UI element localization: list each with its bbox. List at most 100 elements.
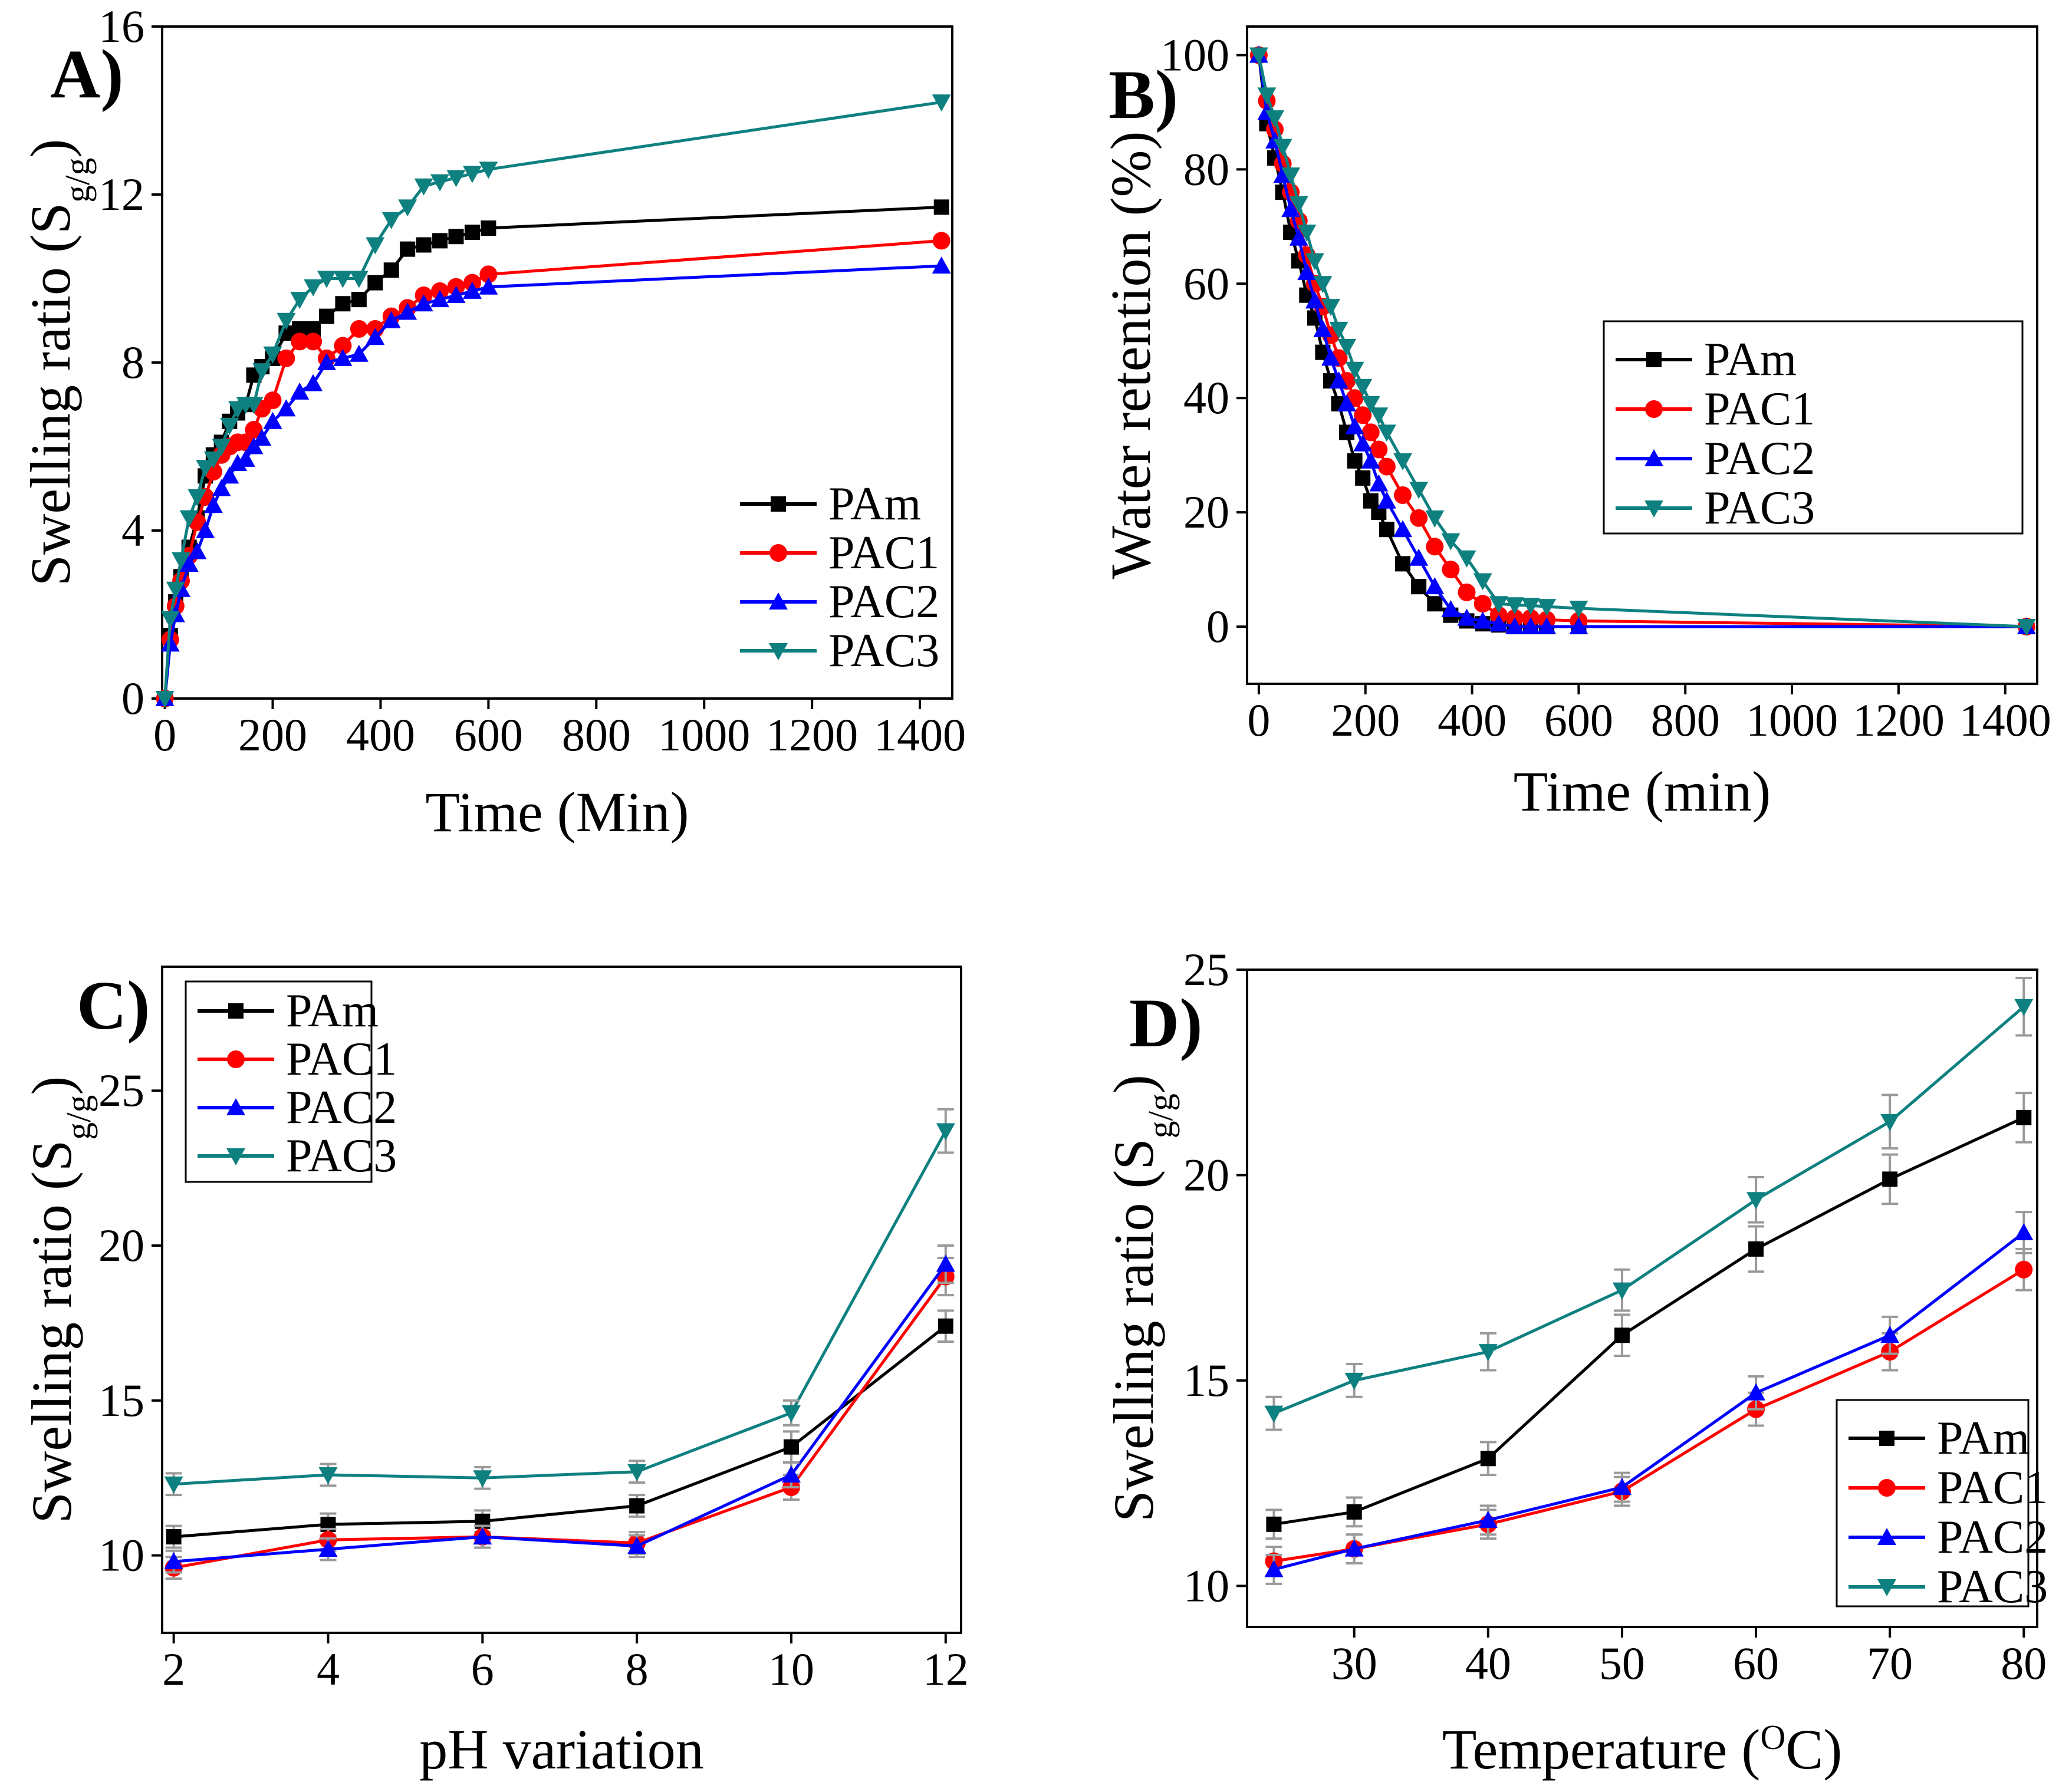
data-point [627, 1536, 647, 1554]
legend-label: PAm [1704, 334, 1797, 386]
data-point [1521, 598, 1541, 615]
data-point [473, 1470, 492, 1488]
data-point [1265, 110, 1285, 128]
data-point [1337, 394, 1357, 411]
data-point [2016, 1109, 2032, 1125]
legend-label: PAC2 [1704, 433, 1815, 485]
data-point [203, 496, 223, 513]
data-point [1473, 595, 1492, 613]
panel-label: C) [77, 967, 150, 1044]
data-point [398, 302, 417, 320]
data-point [164, 1476, 183, 1494]
data-point [291, 332, 309, 351]
y-tick-label: 40 [1183, 372, 1229, 423]
data-point [1377, 424, 1396, 442]
data-point [333, 271, 353, 288]
data-point [1393, 520, 1413, 538]
data-point [1377, 457, 1396, 476]
legend-item-PAC1: PAC1 [1616, 383, 1815, 435]
legend-label: PAC1 [286, 1033, 397, 1085]
data-point [1281, 167, 1301, 185]
data-point [1409, 482, 1429, 499]
data-point [317, 271, 336, 288]
x-tick-label: 200 [238, 709, 307, 760]
legend-label: PAC1 [1937, 1462, 2048, 1514]
data-point [1393, 453, 1413, 470]
legend-label: PAC3 [286, 1130, 397, 1182]
data-point [932, 232, 950, 250]
y-tick-label: 8 [121, 337, 144, 388]
data-point [416, 237, 432, 253]
data-point [1353, 434, 1373, 452]
x-tick-label: 1400 [874, 709, 966, 760]
data-point [1289, 196, 1308, 213]
data-point [366, 237, 385, 255]
data-point [1537, 617, 1557, 635]
y-tick-label: 10 [1183, 1560, 1229, 1611]
x-tick-label: 200 [1331, 694, 1400, 746]
data-point [1273, 139, 1292, 156]
data-point [277, 349, 295, 367]
data-point [446, 286, 466, 303]
data-point [236, 449, 255, 467]
data-point [1457, 550, 1476, 568]
data-point [277, 399, 296, 417]
x-tick-label: 6 [471, 1643, 494, 1695]
data-point [473, 1527, 492, 1545]
x-tick-label: 10 [768, 1643, 814, 1695]
data-point [263, 411, 282, 429]
y-axis-label: Swelling ratio (Sg/g) [19, 139, 97, 587]
x-tick-label: 1200 [1853, 694, 1945, 746]
data-point [317, 353, 336, 370]
legend-frame [1836, 1399, 2030, 1607]
y-tick-label: 16 [98, 1, 144, 52]
data-point [1612, 1478, 1632, 1495]
legend-item-PAC2: PAC2 [1849, 1511, 2048, 1563]
data-point [252, 363, 272, 381]
data-point [335, 296, 351, 312]
data-point [1882, 1171, 1898, 1187]
y-tick-label: 25 [98, 1065, 144, 1116]
y-tick-label: 0 [121, 673, 144, 724]
data-point [1361, 451, 1380, 469]
legend-marker [1644, 449, 1663, 466]
legend-marker [226, 1148, 245, 1165]
data-point [290, 382, 310, 400]
legend-label: PAC1 [828, 527, 939, 579]
data-point [1411, 579, 1427, 595]
y-axis-label: Swelling ratio (Sg/g) [20, 1076, 98, 1524]
data-point [160, 611, 180, 628]
data-point [627, 1464, 647, 1481]
x-tick-label: 2 [162, 1643, 185, 1695]
data-point [936, 1254, 955, 1272]
data-point [1266, 1516, 1282, 1532]
data-point [1612, 1282, 1632, 1300]
data-point [244, 397, 264, 414]
data-point [398, 199, 417, 217]
legend-marker [771, 496, 786, 512]
legend-marker [227, 1050, 245, 1068]
legend-item-PAm: PAm [1616, 334, 1797, 386]
data-point [1344, 1372, 1364, 1390]
data-point [1289, 228, 1308, 246]
data-point [367, 275, 383, 291]
data-point [430, 174, 450, 192]
legend-marker [769, 544, 787, 562]
x-tick-label: 0 [1247, 694, 1270, 746]
data-point [781, 1465, 801, 1483]
legend-frame [1603, 320, 2024, 535]
y-tick-label: 15 [98, 1375, 144, 1426]
series-PAC3 [1249, 47, 2036, 637]
legend-label: PAm [828, 478, 921, 530]
data-point [1458, 583, 1476, 601]
legend-item-PAC1: PAC1 [1849, 1462, 2048, 1514]
data-point [400, 241, 416, 257]
x-tick-label: 1200 [766, 709, 858, 760]
y-tick-label: 25 [1183, 944, 1229, 995]
data-point [1505, 597, 1524, 615]
data-point [1297, 225, 1317, 242]
x-tick-label: 12 [923, 1643, 969, 1695]
data-point [1478, 1510, 1498, 1528]
data-point [1264, 1405, 1284, 1423]
